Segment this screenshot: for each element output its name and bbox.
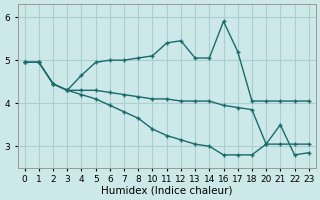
X-axis label: Humidex (Indice chaleur): Humidex (Indice chaleur) bbox=[101, 186, 232, 196]
